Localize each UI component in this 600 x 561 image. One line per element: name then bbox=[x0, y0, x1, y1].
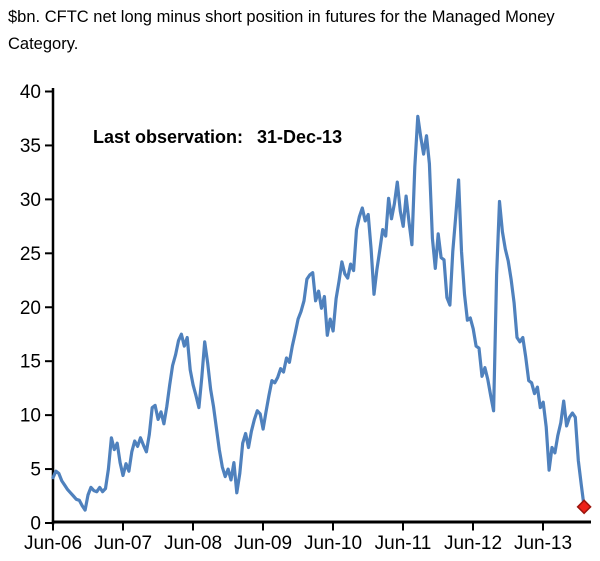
x-tick-label: Jun-12 bbox=[444, 533, 502, 554]
x-tick-label: Jun-06 bbox=[24, 533, 82, 554]
y-tick-label: 35 bbox=[20, 136, 41, 157]
data-line bbox=[51, 114, 586, 512]
x-tick-label: Jun-13 bbox=[514, 533, 572, 554]
y-tick-label: 30 bbox=[20, 190, 41, 211]
chart-title: $bn. CFTC net long minus short position … bbox=[8, 4, 598, 58]
y-tick-label: 20 bbox=[20, 298, 41, 319]
last-observation-date: 31-Dec-13 bbox=[257, 127, 343, 147]
x-tick-label: Jun-07 bbox=[94, 533, 152, 554]
y-axis-ticks bbox=[45, 90, 53, 524]
last-observation-annotation: Last observation: 31-Dec-13 bbox=[93, 127, 342, 148]
chart-title-line2: Category. bbox=[8, 35, 79, 53]
x-axis-ticks bbox=[52, 522, 544, 531]
y-tick-label: 40 bbox=[20, 82, 41, 103]
y-axis-labels: 0 5 10 15 20 25 30 35 40 bbox=[20, 82, 41, 535]
x-tick-label: Jun-09 bbox=[234, 533, 292, 554]
x-axis-labels: Jun-06 Jun-07 Jun-08 Jun-09 Jun-10 Jun-11 Jun-… bbox=[24, 533, 572, 554]
chart-title-line1: $bn. CFTC net long minus short position … bbox=[8, 8, 555, 26]
x-tick-label: Jun-11 bbox=[375, 533, 432, 554]
x-tick-label: Jun-08 bbox=[164, 533, 222, 554]
y-tick-label: 25 bbox=[20, 244, 41, 265]
last-observation-label: Last observation: bbox=[93, 127, 244, 147]
y-tick-label: 5 bbox=[30, 460, 41, 481]
red-diamond-marker bbox=[576, 499, 592, 515]
x-tick-label: Jun-10 bbox=[304, 533, 362, 554]
y-tick-label: 10 bbox=[20, 406, 41, 427]
y-tick-label: 15 bbox=[20, 352, 41, 373]
y-tick-label: 0 bbox=[30, 514, 41, 535]
